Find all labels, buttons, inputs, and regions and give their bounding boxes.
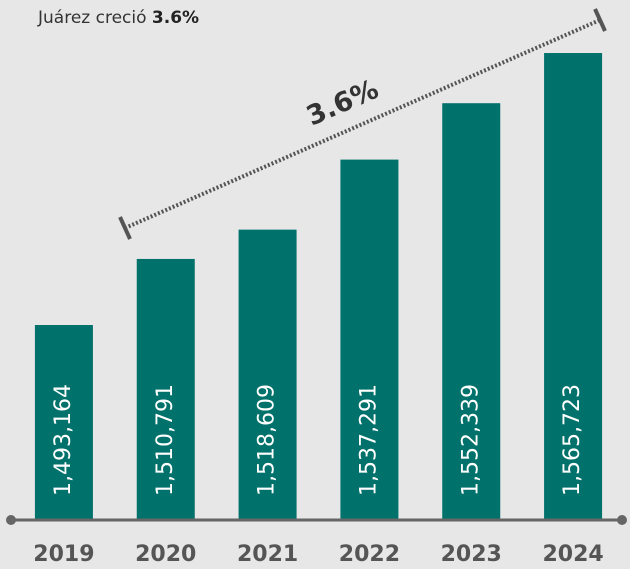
- value-label: 1,493,164: [51, 384, 76, 496]
- growth-line: [124, 18, 601, 230]
- x-tick-label: 2019: [33, 542, 94, 567]
- bar: [442, 103, 501, 521]
- x-tick-label: 2023: [441, 542, 502, 567]
- x-tick-label: 2024: [542, 542, 603, 567]
- value-label: 1,518,609: [255, 384, 280, 496]
- bar: [34, 325, 93, 520]
- chart-title: Juárez creció 3.6%: [37, 8, 199, 28]
- baseline-end: [6, 515, 16, 525]
- title-highlight: 3.6%: [152, 8, 199, 28]
- x-tick-label: 2022: [339, 542, 400, 567]
- bar: [340, 159, 399, 520]
- growth-cap: [593, 8, 607, 32]
- bar: [136, 258, 195, 520]
- value-label: 1,565,723: [560, 384, 585, 496]
- growth-cap: [118, 216, 132, 240]
- x-tick-label: 2021: [237, 542, 298, 567]
- title-text: Juárez creció: [37, 8, 147, 28]
- baseline-end: [617, 515, 627, 525]
- value-label: 1,537,291: [356, 384, 381, 496]
- value-label: 1,552,339: [458, 384, 483, 496]
- value-label: 1,510,791: [153, 384, 178, 496]
- bar: [238, 229, 297, 520]
- bar: [544, 53, 603, 520]
- x-tick-label: 2020: [135, 542, 196, 567]
